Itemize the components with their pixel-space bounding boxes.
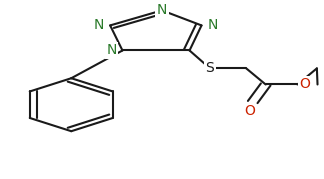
Text: N: N [207,18,218,32]
Text: N: N [106,43,117,57]
Text: S: S [205,61,214,75]
Text: N: N [157,3,167,17]
Text: O: O [299,78,310,91]
Text: N: N [94,18,104,32]
Text: O: O [244,104,255,118]
